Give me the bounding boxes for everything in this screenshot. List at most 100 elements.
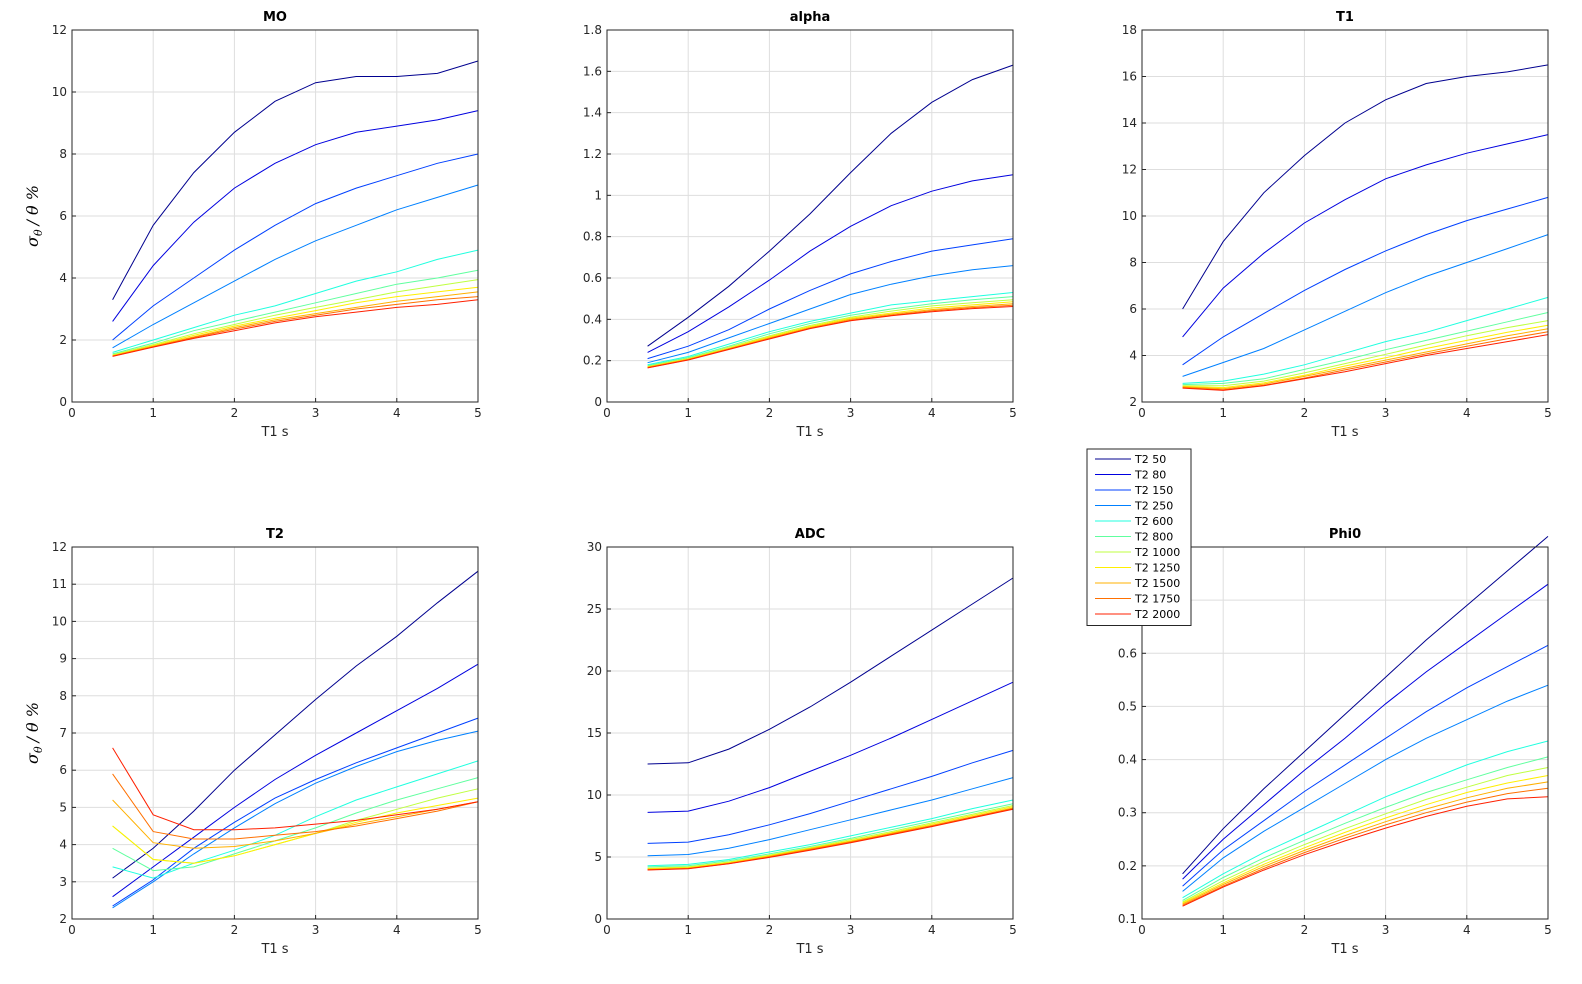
x-tick-label: 2 [231,406,239,420]
legend-entry-label: T2 800 [1134,531,1173,544]
y-tick-label: 18 [1122,23,1137,37]
x-tick-label: 2 [231,923,239,937]
x-tick-label: 2 [1301,923,1309,937]
series-line-t2-80 [1182,583,1549,880]
x-axis-label: T1 s [795,425,823,440]
y-tick-label: 1.2 [583,147,602,161]
y-tick-label: 10 [52,614,67,628]
x-tick-label: 5 [1009,923,1017,937]
series-line-t2-1750 [1182,331,1549,391]
x-tick-label: 4 [928,406,936,420]
y-tick-label: 8 [59,689,67,703]
subplot-title: Phi0 [1329,527,1361,542]
axes-frame [71,546,479,920]
y-tick-label: 5 [594,850,602,864]
y-tick-label: 0.6 [1118,646,1137,660]
x-tick-label: 1 [1219,923,1227,937]
y-tick-label: 10 [1122,209,1137,223]
x-tick-label: 2 [766,406,774,420]
series-line-t2-250 [112,730,479,909]
series-line-t2-1500 [112,291,479,357]
y-tick-label: 0.6 [583,271,602,285]
series-line-t2-50 [1182,64,1549,310]
series-line-t2-800 [647,803,1014,868]
series-line-t2-1500 [112,799,479,849]
x-tick-label: 5 [1544,406,1552,420]
y-tick-label: 12 [52,23,67,37]
y-tick-label: 4 [1129,349,1137,363]
legend-entry-label: T2 1000 [1134,546,1180,559]
y-tick-label: 0.2 [583,354,602,368]
y-axis-label: σθ/ θ % [23,702,45,764]
series-line-t2-50 [112,570,479,879]
x-tick-label: 0 [603,406,611,420]
series-line-t2-600 [647,292,1014,366]
legend-box [1086,448,1192,626]
series-line-t2-1000 [647,299,1014,367]
series-line-t2-2000 [1182,796,1549,907]
plot-area [607,30,1013,402]
x-axis-label: T1 s [1330,942,1358,957]
y-tick-label: 2 [59,912,67,926]
series-line-t2-600 [1182,740,1549,899]
series-line-t2-250 [1182,234,1549,377]
x-tick-label: 3 [1382,406,1390,420]
legend-entry-label: T2 150 [1134,484,1173,497]
series-line-t2-150 [647,749,1014,844]
series-line-t2-1250 [647,806,1014,870]
y-tick-label: 0.2 [1118,859,1137,873]
subplot-alpha: 0 1 2 3 4 5 0 0.2 0.4 0.6 0.8 1 1.2 1.4 1.6 1.8 alpha T1 … [583,10,1017,440]
subplot-title: ADC [795,527,825,542]
x-tick-label: 4 [1463,406,1471,420]
y-tick-label: 2 [59,333,67,347]
series-line-t2-1000 [1182,320,1549,387]
x-tick-label: 1 [149,923,157,937]
y-tick-label: 30 [587,540,602,554]
y-tick-label: 0.5 [1118,699,1137,713]
x-tick-label: 0 [68,406,76,420]
legend-entry-label: T2 600 [1134,515,1173,528]
y-tick-label: 1.4 [583,106,602,120]
x-tick-label: 2 [766,923,774,937]
series-line-t2-150 [1182,196,1549,366]
y-tick-label: 6 [59,209,67,223]
y-tick-label: 6 [1129,302,1137,316]
legend-entry-label: T2 1250 [1134,562,1180,575]
series-line-t2-150 [1182,644,1549,887]
series-line-t2-150 [647,238,1014,360]
x-axis-label: T1 s [1330,425,1358,440]
x-tick-label: 1 [684,923,692,937]
y-tick-label: 0 [594,395,602,409]
legend: T2 50 T2 80 T2 150 T2 250 T2 600 T2 800 T2 100… [1086,448,1192,626]
legend-entry-label: T2 80 [1134,469,1166,482]
x-tick-label: 0 [1138,406,1146,420]
series-line-t2-1250 [1182,324,1549,389]
y-tick-label: 12 [1122,163,1137,177]
x-tick-label: 4 [393,923,401,937]
y-tick-label: 4 [59,838,67,852]
series-line-t2-800 [112,777,479,872]
x-axis-label: T1 s [260,942,288,957]
x-axis-label: T1 s [795,942,823,957]
x-tick-label: 3 [1382,923,1390,937]
subplot-title: T1 [1336,10,1354,25]
axes-frame [1141,29,1549,403]
x-tick-label: 2 [1301,406,1309,420]
y-tick-label: 1.8 [583,23,602,37]
x-tick-label: 0 [603,923,611,937]
series-line-t2-80 [112,110,479,322]
series-line-t2-800 [112,269,479,355]
y-tick-label: 8 [1129,256,1137,270]
series-line-t2-250 [647,265,1014,364]
series-line-t2-1000 [1182,767,1549,903]
y-tick-label: 10 [587,788,602,802]
axes-frame [71,29,479,403]
series-line-t2-50 [112,60,479,300]
series-line-t2-250 [1182,684,1549,892]
series-line-t2-2000 [647,306,1014,369]
series-line-t2-600 [1182,296,1549,384]
